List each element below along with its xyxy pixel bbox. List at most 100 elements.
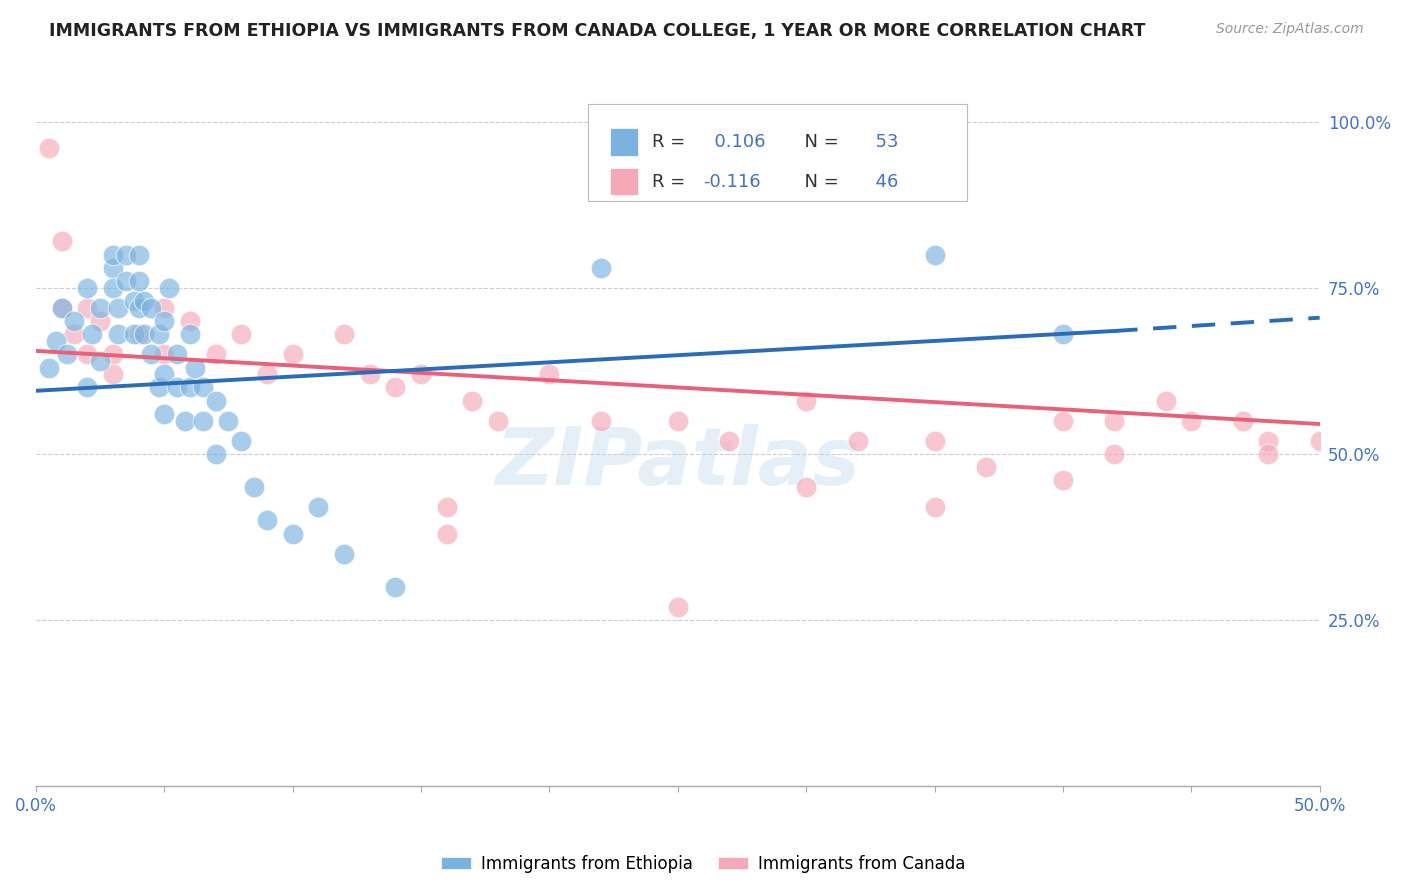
Point <box>107 301 129 315</box>
Point <box>122 294 145 309</box>
Point <box>89 314 111 328</box>
Point <box>51 301 73 315</box>
Point <box>166 380 188 394</box>
Point <box>204 347 226 361</box>
Point <box>153 347 176 361</box>
Point <box>122 327 145 342</box>
Point <box>76 281 98 295</box>
Point <box>101 367 124 381</box>
Point <box>1257 434 1279 448</box>
Point <box>204 447 226 461</box>
Point <box>45 334 67 348</box>
Point <box>436 500 458 514</box>
Point <box>184 360 207 375</box>
Point <box>51 301 73 315</box>
Point <box>141 347 163 361</box>
Point <box>307 500 329 514</box>
Point <box>1154 393 1177 408</box>
Point <box>132 294 155 309</box>
Point <box>76 380 98 394</box>
Point <box>76 301 98 315</box>
Text: Source: ZipAtlas.com: Source: ZipAtlas.com <box>1216 22 1364 37</box>
Point <box>114 247 136 261</box>
Point <box>114 274 136 288</box>
Point <box>461 393 484 408</box>
Point <box>82 327 104 342</box>
Point <box>231 327 253 342</box>
Point <box>132 327 155 342</box>
Point <box>384 380 406 394</box>
Legend: Immigrants from Ethiopia, Immigrants from Canada: Immigrants from Ethiopia, Immigrants fro… <box>434 848 972 880</box>
Point <box>107 327 129 342</box>
Point <box>1104 414 1126 428</box>
Point <box>1052 327 1074 342</box>
Point <box>128 327 150 342</box>
Bar <box>610 128 638 156</box>
Point <box>179 327 201 342</box>
Point <box>51 234 73 248</box>
Point <box>89 301 111 315</box>
Point <box>218 414 240 428</box>
Point <box>1180 414 1202 428</box>
Text: 46: 46 <box>863 172 898 191</box>
Point <box>179 314 201 328</box>
Point <box>148 327 170 342</box>
Point <box>63 327 86 342</box>
Point <box>409 367 432 381</box>
Bar <box>610 168 638 195</box>
Point <box>89 354 111 368</box>
Point <box>281 526 304 541</box>
Point <box>166 347 188 361</box>
Point <box>794 393 817 408</box>
Text: IMMIGRANTS FROM ETHIOPIA VS IMMIGRANTS FROM CANADA COLLEGE, 1 YEAR OR MORE CORRE: IMMIGRANTS FROM ETHIOPIA VS IMMIGRANTS F… <box>49 22 1146 40</box>
Point <box>141 301 163 315</box>
Point <box>846 434 869 448</box>
Point <box>101 247 124 261</box>
Point <box>128 274 150 288</box>
Point <box>589 260 612 275</box>
Point <box>191 414 214 428</box>
Point <box>38 141 60 155</box>
Point <box>55 347 77 361</box>
Point <box>384 580 406 594</box>
Point <box>101 347 124 361</box>
Text: -0.116: -0.116 <box>703 172 761 191</box>
Point <box>924 434 946 448</box>
Point <box>101 281 124 295</box>
Point <box>436 526 458 541</box>
Point <box>204 393 226 408</box>
Point <box>179 380 201 394</box>
Point <box>1257 447 1279 461</box>
Point <box>1052 474 1074 488</box>
Point <box>1309 434 1331 448</box>
Point <box>486 414 509 428</box>
Point <box>128 301 150 315</box>
FancyBboxPatch shape <box>588 104 967 202</box>
Point <box>76 347 98 361</box>
Text: R =: R = <box>652 172 692 191</box>
Text: R =: R = <box>652 133 692 151</box>
Text: N =: N = <box>793 172 845 191</box>
Point <box>153 367 176 381</box>
Point <box>794 480 817 494</box>
Point <box>231 434 253 448</box>
Point <box>538 367 561 381</box>
Point <box>128 247 150 261</box>
Text: N =: N = <box>793 133 845 151</box>
Point <box>173 414 195 428</box>
Point <box>101 260 124 275</box>
Point <box>589 414 612 428</box>
Point <box>281 347 304 361</box>
Point <box>148 380 170 394</box>
Point <box>38 360 60 375</box>
Point <box>243 480 266 494</box>
Point <box>1104 447 1126 461</box>
Point <box>718 434 741 448</box>
Point <box>974 460 997 475</box>
Point <box>924 247 946 261</box>
Point <box>333 327 356 342</box>
Point <box>63 314 86 328</box>
Point <box>666 599 689 614</box>
Point <box>666 414 689 428</box>
Text: ZIPatlas: ZIPatlas <box>495 425 860 502</box>
